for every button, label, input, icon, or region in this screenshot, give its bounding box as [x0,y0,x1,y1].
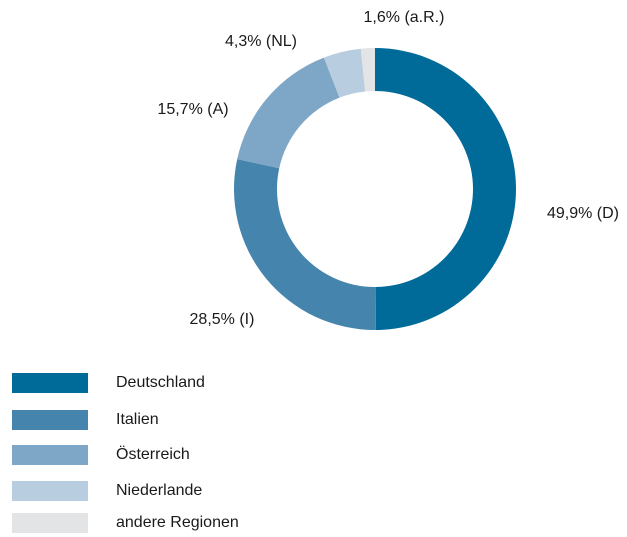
data-label: 28,5% (I) [190,311,255,328]
data-label: 4,3% (NL) [225,33,297,50]
legend-label: Niederlande [116,482,202,499]
donut-segment [360,48,375,92]
legend-swatch [12,445,88,465]
donut-segment [375,48,516,330]
donut-segment [237,57,340,169]
legend-label: Italien [116,411,159,428]
donut-segment [234,159,376,331]
data-label: 15,7% (A) [157,101,228,118]
legend-label: andere Regionen [116,514,239,531]
legend-swatch [12,410,88,430]
legend-swatch [12,373,88,393]
legend-label: Österreich [116,445,190,463]
data-label: 1,6% (a.R.) [364,9,445,26]
donut-segment [323,48,366,98]
data-label: 49,9% (D) [547,205,619,222]
legend-swatch [12,513,88,533]
legend-swatch [12,481,88,501]
legend-label: Deutschland [116,374,205,391]
